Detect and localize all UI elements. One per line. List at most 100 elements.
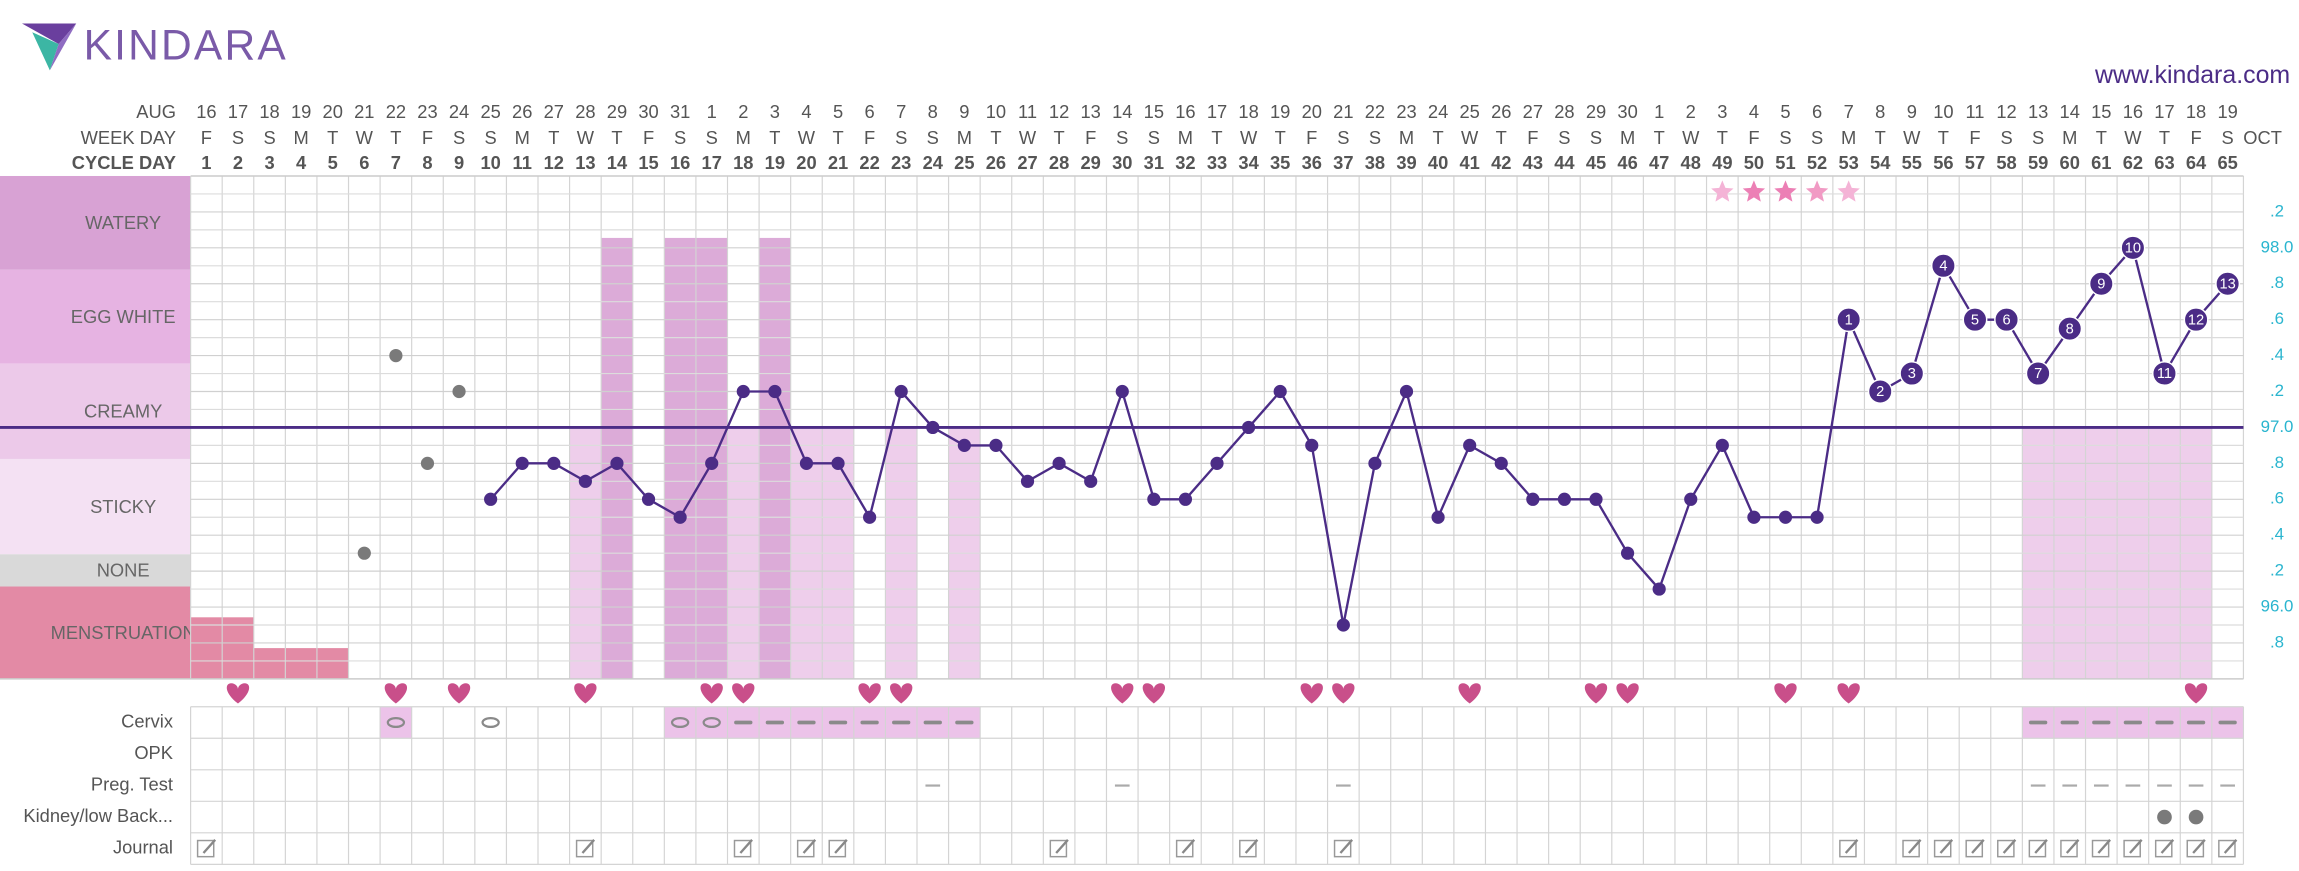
weekday-label: WEEK DAY	[81, 127, 176, 148]
temperature-point	[926, 420, 940, 435]
temperature-point	[705, 456, 719, 470]
x-tick-label: 43	[1523, 152, 1543, 173]
x-tick-label: 62	[2123, 152, 2143, 173]
x-tick-label: 5	[328, 152, 338, 173]
y-tick-label: .2	[2270, 561, 2284, 580]
weekday: S	[895, 127, 907, 148]
x-tick-label: 27	[1017, 152, 1037, 173]
fluid-label: NONE	[97, 560, 150, 581]
date-label: 29	[607, 101, 627, 122]
temperature-point	[1273, 384, 1287, 399]
x-tick-label: 42	[1491, 152, 1511, 173]
fluid-band	[0, 269, 191, 364]
fluid-band	[0, 458, 191, 555]
weekday: S	[1337, 127, 1349, 148]
x-tick-label: 11	[513, 152, 532, 173]
journal-icon	[1902, 839, 1922, 858]
weekday: W	[1903, 127, 1921, 148]
weekday: S	[927, 127, 939, 148]
fluid-label: MENSTRUATION	[51, 622, 196, 643]
x-tick-label: 13	[575, 152, 595, 173]
end-month-label: OCT	[2243, 127, 2282, 148]
journal-icon	[1175, 839, 1196, 858]
x-tick-label: 9	[454, 152, 464, 173]
temperature-point	[1494, 456, 1508, 470]
heart	[732, 683, 755, 704]
date-label: 16	[196, 101, 216, 122]
date-label: 10	[1933, 101, 1953, 122]
journal-pencil	[1844, 839, 1859, 854]
temperature-point	[2025, 361, 2051, 387]
weekday: T	[1717, 127, 1728, 148]
date-label: 7	[1844, 101, 1854, 122]
weekday: W	[1461, 127, 1479, 148]
temperature-point	[547, 456, 561, 470]
journal-pencil	[2192, 839, 2206, 854]
temperature-point	[1899, 361, 1925, 387]
weekday: S	[706, 127, 718, 148]
weekday: M	[1399, 127, 1414, 148]
date-label: 14	[1112, 101, 1132, 122]
temperature-point	[1210, 456, 1224, 470]
date-label: 1	[1654, 101, 1664, 122]
date-label: 3	[770, 101, 780, 122]
x-tick-label: 31	[1144, 152, 1164, 173]
temperature-point	[578, 474, 592, 488]
journal-pencil	[834, 839, 848, 854]
temperature-point	[1747, 510, 1761, 524]
x-tick-label: 39	[1396, 152, 1416, 173]
y-tick-label: 98.0	[2261, 237, 2294, 256]
temperature-point	[1052, 456, 1066, 470]
fluid-label: CREAMY	[84, 401, 162, 422]
x-tick-label: 47	[1649, 152, 1669, 173]
journal-pencil	[1971, 839, 1985, 854]
row-label: Kidney/low Back...	[23, 805, 173, 826]
x-tick-label: 1	[201, 152, 211, 173]
heart	[1300, 683, 1323, 704]
weekday: F	[422, 127, 433, 148]
weekday: W	[577, 127, 595, 148]
point-label: 11	[2157, 366, 2172, 382]
x-tick-label: 6	[359, 152, 369, 173]
weekday: M	[1841, 127, 1856, 148]
journal-pencil	[2097, 839, 2111, 854]
journal-icon	[1997, 839, 2017, 858]
temperature-point	[1368, 456, 1382, 470]
date-label: 29	[1586, 101, 1606, 122]
fluid-bar	[759, 237, 791, 679]
temperature-point	[484, 492, 498, 506]
journal-pencil	[581, 839, 596, 854]
date-label: 25	[480, 101, 500, 122]
journal-icon	[2060, 839, 2080, 858]
heart	[1616, 683, 1639, 704]
date-label: 9	[1907, 101, 1917, 122]
fluid-band	[0, 175, 191, 270]
journal-pencil	[739, 839, 753, 854]
fluid-bar	[664, 237, 696, 679]
weekday: F	[2190, 127, 2201, 148]
date-label: 3	[1717, 101, 1727, 122]
x-tick-label: 2	[233, 152, 243, 173]
x-tick-label: 58	[1996, 152, 2016, 173]
date-label: 20	[323, 101, 343, 122]
weekday: S	[1779, 127, 1791, 148]
date-label: 21	[1333, 101, 1353, 122]
weekday: S	[2032, 127, 2044, 148]
weekday: S	[1148, 127, 1160, 148]
journal-pencil	[1939, 839, 1954, 854]
temperature-point	[1930, 253, 1956, 279]
y-tick-label: .8	[2270, 453, 2284, 472]
temperature-point	[1084, 474, 1098, 488]
weekday: M	[957, 127, 972, 148]
date-label: 25	[1459, 101, 1479, 122]
weekday: S	[2222, 127, 2234, 148]
heart	[1458, 683, 1481, 704]
point-label: 9	[2097, 276, 2105, 292]
star	[1837, 180, 1860, 202]
x-tick-label: 51	[1775, 152, 1795, 173]
temperature-point	[1836, 307, 1862, 333]
date-label: 16	[1175, 101, 1195, 122]
y-tick-label: 97.0	[2261, 417, 2294, 436]
temperature-point	[1147, 492, 1161, 506]
heart	[1332, 683, 1355, 704]
